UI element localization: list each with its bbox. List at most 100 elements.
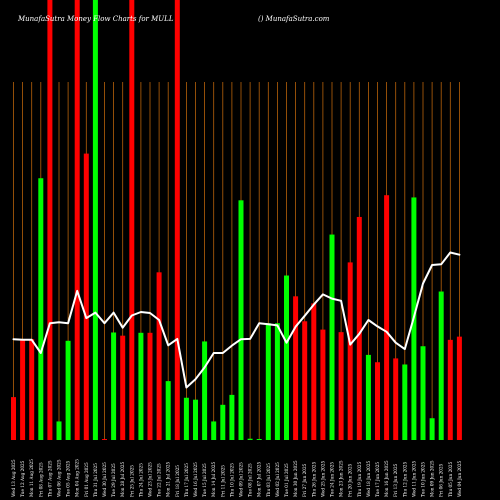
bar	[202, 341, 208, 440]
x-tick-label: Thu 19 Jun 2025	[357, 461, 362, 497]
bar	[65, 340, 71, 440]
bar	[47, 0, 53, 440]
bar	[456, 336, 462, 440]
bar	[138, 332, 144, 440]
bar	[111, 332, 117, 440]
x-tick-label: Tue 12 Aug 2025	[20, 460, 25, 497]
x-tick-label: Mon 16 Jun 2025	[384, 460, 389, 497]
x-tick-label: Thu 24 Jul 2025	[138, 463, 143, 497]
x-tick-label: Wed 11 Jun 2025	[411, 460, 416, 497]
bar	[393, 358, 399, 440]
bar	[329, 234, 335, 440]
x-tick-label: Thu 12 Jun 2025	[402, 461, 407, 497]
x-tick-label: Tue 24 Jun 2025	[330, 462, 335, 497]
x-tick-label: Tue 15 Jul 2025	[202, 463, 207, 497]
x-tick-label: Tue 01 Jul 2025	[284, 463, 289, 497]
bar	[420, 346, 426, 440]
x-tick-label: Wed 25 Jun 2025	[320, 460, 325, 497]
bar	[20, 339, 26, 440]
x-tick-label: Thu 26 Jun 2025	[311, 461, 316, 497]
bar	[120, 335, 126, 440]
x-tick-label: Mon 28 Jul 2025	[120, 461, 125, 497]
x-tick-label: Fri 01 Aug 2025	[84, 462, 89, 497]
bar	[129, 0, 135, 440]
x-tick-label: Mon 11 Aug 2025	[29, 459, 34, 497]
x-tick-label: Thu 05 Jun 2025	[448, 461, 453, 497]
bar	[92, 0, 98, 440]
bar	[429, 418, 435, 440]
bar	[438, 291, 444, 440]
x-tick-label: Mon 21 Jul 2025	[166, 461, 171, 497]
x-tick-label: Wed 16 Jul 2025	[193, 462, 198, 497]
x-tick-label: Fri 06 Jun 2025	[439, 463, 444, 497]
bar	[384, 195, 390, 440]
x-tick-label: Wed 30 Jul 2025	[102, 462, 107, 497]
bar	[447, 339, 453, 440]
bar	[83, 153, 89, 440]
x-tick-label: Mon 07 Jul 2025	[257, 461, 262, 497]
x-tick-label: Wed 18 Jun 2025	[366, 460, 371, 497]
x-tick-label: Mon 09 Jun 2025	[430, 460, 435, 497]
bar	[220, 404, 226, 440]
bar	[338, 332, 344, 440]
x-tick-label: Tue 29 Jul 2025	[111, 463, 116, 497]
x-tick-label: Tue 10 Jun 2025	[421, 462, 426, 497]
bar	[74, 0, 80, 440]
x-tick-label: Fri 20 Jun 2025	[348, 463, 353, 497]
line-series	[12, 251, 461, 389]
chart-title: MunafaSutra Money Flow Charts for MULL	[17, 15, 174, 23]
bar	[147, 332, 153, 440]
x-tick-label: Thu 31 Jul 2025	[93, 463, 98, 497]
bar	[211, 421, 217, 440]
bar-series	[11, 0, 462, 441]
x-tick-label: Thu 03 Jul 2025	[266, 463, 271, 497]
x-tick-label: Thu 07 Aug 2025	[47, 460, 52, 497]
bar	[265, 323, 271, 440]
bar	[284, 275, 289, 440]
bar	[193, 399, 198, 440]
x-tick-label: Wed 06 Aug 2025	[57, 459, 62, 497]
x-tick-label: Fri 11 Jul 2025	[220, 465, 225, 497]
site-credit: () MunafaSutra.com	[258, 15, 330, 23]
bar	[102, 439, 107, 440]
bar	[347, 262, 353, 440]
x-tick-label: Tue 22 Jul 2025	[157, 463, 162, 497]
x-tick-label: Mon 23 Jun 2025	[339, 460, 344, 497]
bar	[293, 296, 299, 440]
x-tick-label: Fri 13 Jun 2025	[393, 463, 398, 497]
x-tick-label: Wed 23 Jul 2025	[148, 462, 153, 497]
x-tick-label: Mon 14 Jul 2025	[211, 461, 216, 497]
bar	[320, 329, 326, 440]
x-tick-label: Fri 27 Jun 2025	[302, 463, 307, 497]
x-tick-label: Tue 17 Jun 2025	[375, 462, 380, 497]
bar	[311, 303, 317, 440]
x-tick-label: Thu 10 Jul 2025	[229, 463, 234, 497]
bar	[302, 321, 308, 440]
bar	[365, 354, 371, 440]
bar	[56, 421, 62, 440]
bar	[375, 362, 380, 440]
x-axis-tick-labels: Wed 13 Aug 2025 Tue 12 Aug 2025 Mon 11 Aug…	[11, 459, 462, 497]
x-tick-label: Fri 25 Jul 2025	[129, 465, 134, 497]
x-tick-label: Mon 30 Jun 2025	[293, 460, 298, 497]
bar	[29, 339, 35, 440]
bar	[174, 0, 180, 440]
x-tick-label: Tue 05 Aug 2025	[66, 460, 71, 497]
bar	[11, 397, 16, 440]
bar	[274, 323, 280, 440]
x-tick-label: Wed 02 Jul 2025	[275, 462, 280, 497]
bar	[183, 397, 189, 440]
x-tick-label: Fri 08 Aug 2025	[38, 462, 43, 497]
bar	[402, 364, 408, 440]
bar	[356, 216, 362, 440]
x-tick-label: Tue 08 Jul 2025	[248, 463, 253, 497]
bar	[247, 438, 253, 440]
x-tick-label: Thu 17 Jul 2025	[184, 463, 189, 497]
bar	[238, 200, 244, 440]
money-flow-line	[12, 251, 461, 389]
x-tick-label: Wed 13 Aug 2025	[11, 459, 16, 497]
x-tick-label: Mon 04 Aug 2025	[75, 459, 80, 497]
x-tick-label: Wed 04 Jun 2025	[457, 460, 462, 497]
x-tick-label: Fri 18 Jul 2025	[175, 465, 180, 497]
